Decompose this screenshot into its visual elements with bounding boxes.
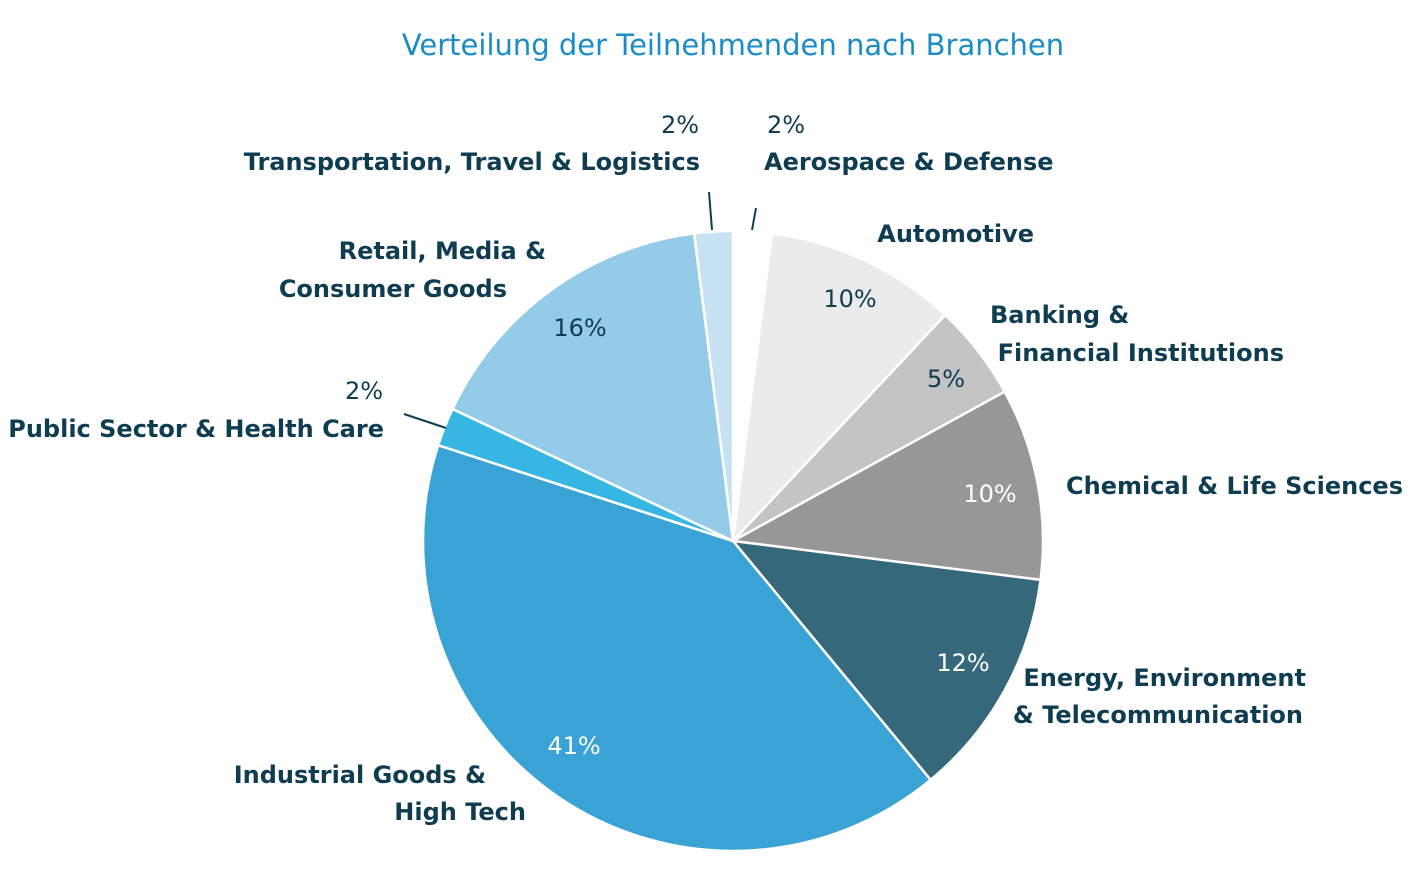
category-label-automotive: Automotive: [877, 220, 1034, 248]
leader-lines: [403, 191, 757, 429]
pct-label-automotive: 10%: [823, 285, 876, 313]
chart-title: Verteilung der Teilnehmenden nach Branch…: [402, 28, 1064, 62]
pct-label-energy: 12%: [936, 649, 989, 677]
category-label-banking-line2: Financial Institutions: [998, 339, 1284, 367]
leader-line-transport: [708, 191, 713, 231]
category-label-industrial-line1: Industrial Goods &: [234, 761, 486, 789]
category-label-transport: Transportation, Travel & Logistics: [244, 148, 700, 176]
percent-labels: 2% 10% 5% 10% 12% 41% 2% 16% 2%: [345, 111, 1017, 760]
category-label-energy-line2: & Telecommunication: [1013, 701, 1303, 729]
pie-slice-transport: [692, 229, 735, 542]
category-label-banking-line1: Banking &: [990, 301, 1129, 329]
pie-slice-chemical: [729, 389, 1045, 582]
pct-label-industrial: 41%: [547, 732, 600, 760]
category-labels: Aerospace & Defense Automotive Banking & Fi…: [8, 148, 1403, 826]
pct-label-aerospace: 2%: [767, 111, 805, 139]
category-label-chemical: Chemical & Life Sciences: [1066, 472, 1403, 500]
category-label-retail-line2: Consumer Goods: [279, 275, 507, 303]
pie-slice-automotive: [731, 232, 947, 545]
pie-slice-industrial: [421, 443, 933, 853]
pct-label-public: 2%: [345, 377, 383, 405]
pct-label-transport: 2%: [661, 111, 699, 139]
pct-label-banking: 5%: [927, 365, 965, 393]
pct-label-retail: 16%: [553, 314, 606, 342]
category-label-public: Public Sector & Health Care: [8, 415, 384, 443]
pct-label-chemical: 10%: [963, 480, 1016, 508]
category-label-aerospace: Aerospace & Defense: [764, 148, 1054, 176]
pie-slices: [421, 229, 1045, 853]
category-label-retail-line1: Retail, Media &: [339, 237, 546, 265]
leader-line-public: [403, 413, 447, 429]
pie-slice-retail: [450, 232, 735, 544]
category-label-industrial-line2: High Tech: [394, 798, 526, 826]
pie-slice-energy: [730, 539, 1042, 782]
leader-line-aerospace: [751, 207, 757, 231]
category-label-energy-line1: Energy, Environment: [1023, 664, 1306, 692]
